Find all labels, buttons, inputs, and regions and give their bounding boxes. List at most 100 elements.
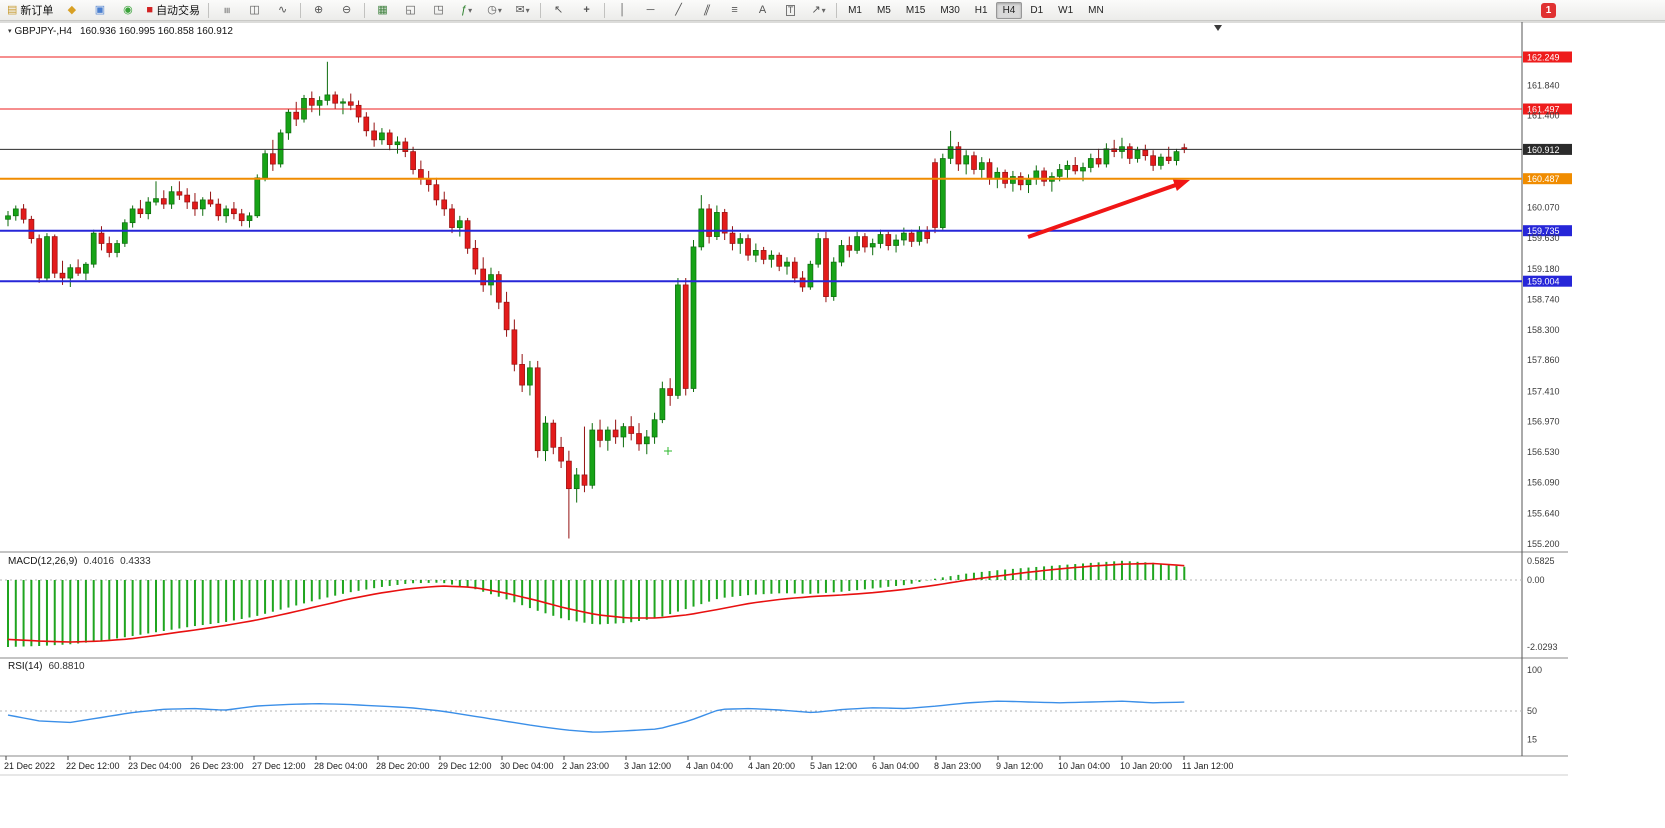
crosshair-button[interactable]: + [573, 1, 600, 20]
time-label: 22 Dec 12:00 [66, 761, 120, 771]
svg-text:160.070: 160.070 [1527, 203, 1560, 213]
price-level-lines: 162.249 161.497 160.912 160.487 159.735 159.0… [0, 51, 1572, 287]
rsi-line [7, 700, 1185, 733]
time-label: 9 Jan 12:00 [996, 761, 1044, 771]
zoom-out-button[interactable]: ⊖ [333, 1, 360, 20]
profiles-button[interactable]: ◆ [58, 1, 85, 20]
timeframe-m1-button[interactable]: M1 [848, 4, 862, 16]
templates-button[interactable]: ✉ ▾ [509, 1, 536, 20]
bar-chart-icon: ≡ [221, 6, 234, 14]
time-label: 29 Dec 12:00 [438, 761, 492, 771]
templates-icon: ✉ [515, 3, 525, 16]
time-label: 21 Dec 2022 [4, 761, 56, 771]
time-label: 4 Jan 04:00 [686, 761, 734, 771]
price-badge [1523, 173, 1572, 185]
vertical-line-button[interactable]: │ [609, 1, 636, 20]
time-label: 6 Jan 04:00 [872, 761, 920, 771]
crosshair-icon: + [583, 3, 590, 16]
chart-shift-button[interactable]: ◳ [425, 1, 452, 20]
trend-arrow[interactable] [1027, 179, 1190, 239]
new-order-button[interactable]: ▤ 新订单 [3, 1, 57, 20]
arrow-object-icon: ↗ [811, 3, 821, 16]
symbol-collapse-icon[interactable]: ▾ [8, 28, 12, 35]
alerts-button[interactable]: ◉ [114, 1, 141, 20]
alerts-icon: ◉ [123, 3, 133, 16]
chevron-down-icon: ▾ [497, 5, 502, 15]
price-badge-text: 161.497 [1527, 105, 1560, 115]
notifications-badge[interactable]: 1 [1541, 3, 1556, 18]
cursor-icon: ↖ [553, 3, 564, 16]
horizontal-line-button[interactable]: ─ [637, 1, 664, 20]
svg-text:156.090: 156.090 [1527, 478, 1560, 488]
svg-text:155.640: 155.640 [1527, 509, 1560, 519]
chevron-down-icon: ▾ [525, 5, 530, 15]
time-axis[interactable]: 21 Dec 2022 22 Dec 12:00 23 Dec 04:00 26 De… [0, 761, 1522, 775]
text-button[interactable]: A [749, 1, 776, 20]
tile-windows-button[interactable]: ▦ [369, 1, 396, 20]
line-chart-icon: ∿ [277, 3, 288, 16]
time-label: 4 Jan 20:00 [748, 761, 796, 771]
shift-marker-icon[interactable] [1214, 25, 1222, 31]
svg-text:156.530: 156.530 [1527, 447, 1560, 457]
chart-shift-icon: ◳ [433, 3, 444, 16]
timeframe-h4-button[interactable]: H4 [995, 1, 1023, 19]
timeframe-w1-button[interactable]: W1 [1058, 4, 1074, 16]
equidistant-channel-button[interactable]: ∥ [693, 1, 720, 20]
price-badge [1523, 225, 1572, 237]
main-toolbar: ▤ 新订单 ◆ ▣ ◉ ■ 自动交易 ≡ ◫ ∿ ⊕ ⊖ ▦ ◱ ◳ ƒ ▾ ◷ ▾… [0, 0, 1665, 21]
indicators-icon: ƒ [460, 3, 468, 16]
auto-trading-label: 自动交易 [156, 5, 201, 17]
timeframe-m5-button[interactable]: M5 [876, 4, 891, 16]
svg-text:161.840: 161.840 [1527, 80, 1560, 90]
svg-text:15: 15 [1527, 735, 1537, 745]
timeframe-m15-button[interactable]: M15 [905, 4, 926, 16]
cursor-button[interactable]: ↖ [545, 1, 572, 20]
price-axis-labels: 161.840 161.400 160.070 159.630 159.180 158.7… [1527, 80, 1560, 549]
svg-text:159.630: 159.630 [1527, 233, 1560, 243]
svg-text:50: 50 [1527, 706, 1537, 716]
text-icon: A [758, 3, 767, 16]
new-order-icon: ▤ [7, 3, 18, 16]
macd-value-main: 0.4016 [83, 556, 115, 567]
zoom-in-button[interactable]: ⊕ [305, 1, 332, 20]
profiles-icon: ◆ [67, 3, 77, 16]
price-badge-text: 160.487 [1527, 174, 1560, 184]
auto-trading-button[interactable]: ■ 自动交易 [142, 1, 204, 20]
arrows-button[interactable]: ↗ ▾ [805, 1, 832, 20]
time-label: 30 Dec 04:00 [500, 761, 554, 771]
timeframe-h1-button[interactable]: H1 [974, 4, 988, 16]
timeframe-mn-button[interactable]: MN [1088, 4, 1104, 16]
rsi-name: RSI(14) [8, 661, 43, 672]
fibonacci-button[interactable]: ≡ [721, 1, 748, 20]
trendline-button[interactable]: ╱ [665, 1, 692, 20]
svg-text:0.00: 0.00 [1527, 575, 1545, 585]
macd-value-signal: 0.4333 [120, 556, 151, 567]
vertical-line-icon: │ [619, 3, 626, 16]
chart-symbol-label: GBPJPY-,H4 [14, 26, 72, 37]
market-watch-button[interactable]: ▣ [86, 1, 113, 20]
chart-candles-button[interactable]: ◫ [241, 1, 268, 20]
timeframe-d1-button[interactable]: D1 [1030, 4, 1044, 16]
auto-trading-icon: ■ [146, 3, 154, 16]
chart-ohlc-values: 160.936 160.995 160.858 160.912 [79, 26, 233, 37]
text-label-button[interactable]: T [777, 1, 804, 20]
timeframe-m30-button[interactable]: M30 [940, 4, 960, 16]
macd-indicator-label: MACD(12,26,9) 0.4016 0.4333 [8, 556, 151, 567]
zoom-out-icon: ⊖ [341, 3, 352, 16]
svg-text:156.970: 156.970 [1527, 417, 1560, 427]
macd-name: MACD(12,26,9) [8, 556, 78, 567]
clock-icon: ◷ [487, 3, 497, 16]
toolbar-separator [540, 2, 542, 18]
periods-button[interactable]: ◷ ▾ [481, 1, 508, 20]
auto-scroll-button[interactable]: ◱ [397, 1, 424, 20]
chart-bars-button[interactable]: ≡ [213, 1, 240, 20]
time-label: 23 Dec 04:00 [128, 761, 182, 771]
indicators-button[interactable]: ƒ ▾ [453, 1, 480, 20]
chart-line-button[interactable]: ∿ [269, 1, 296, 20]
svg-text:-2.0293: -2.0293 [1527, 642, 1558, 652]
time-axis-ticks [5, 756, 1185, 760]
chart-cursor-mark [664, 447, 672, 455]
time-label: 5 Jan 12:00 [810, 761, 858, 771]
time-label: 8 Jan 23:00 [934, 761, 982, 771]
